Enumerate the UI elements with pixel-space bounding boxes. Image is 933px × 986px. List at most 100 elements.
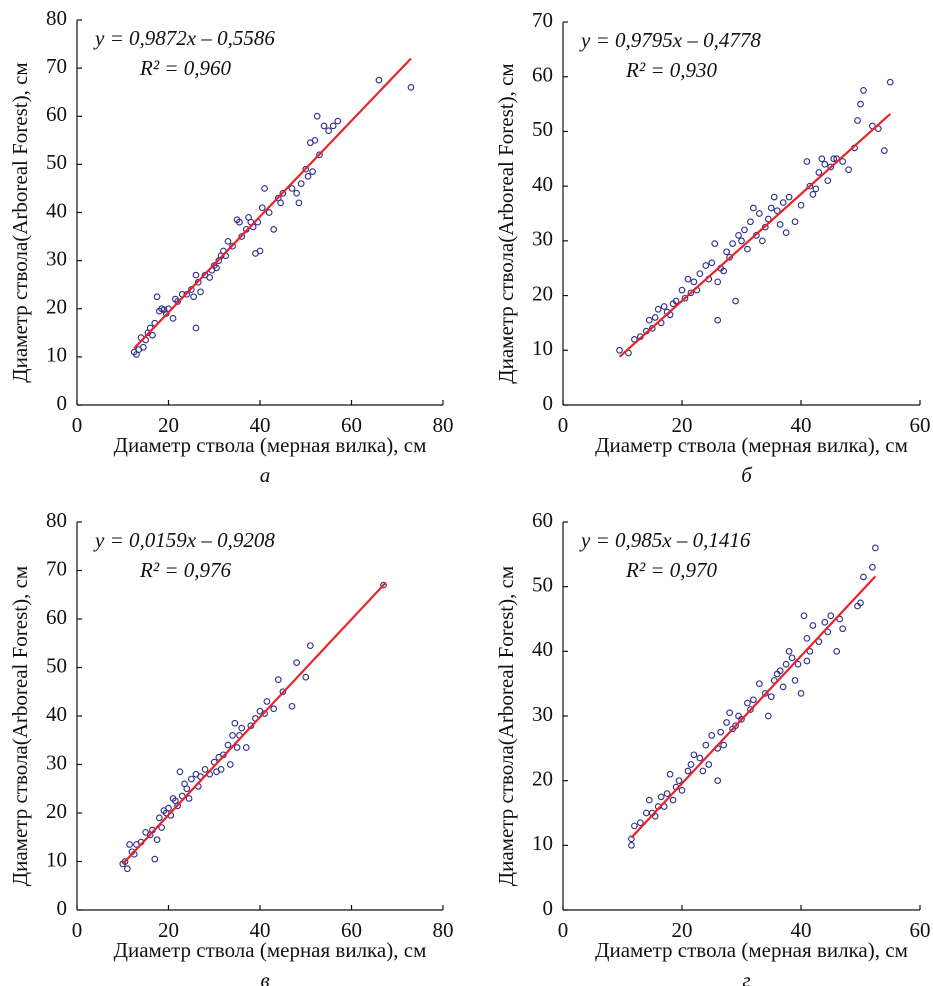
- scatter-point: [741, 226, 748, 234]
- r-squared: R² = 0,970: [625, 558, 718, 582]
- scatter-point: [238, 724, 246, 732]
- scatter-point: [702, 741, 710, 749]
- scatter-point: [809, 191, 817, 198]
- scatter-point: [714, 777, 722, 785]
- panel-label: г: [742, 968, 750, 986]
- y-tick-label: 40: [46, 702, 67, 726]
- x-tick-label: 0: [72, 918, 83, 942]
- scatter-point: [226, 761, 234, 768]
- scatter-point: [711, 240, 719, 247]
- scatter-point: [708, 259, 716, 267]
- scatter-point: [755, 680, 763, 688]
- scatter-point: [616, 346, 623, 354]
- scatter-point: [880, 147, 888, 154]
- scatter-point: [642, 809, 650, 817]
- scatter-point: [217, 765, 225, 773]
- scatter-point: [773, 207, 781, 215]
- scatter-point: [188, 286, 195, 293]
- scatter-point: [750, 696, 757, 704]
- scatter-point: [797, 201, 805, 209]
- x-tick-label: 40: [791, 918, 812, 942]
- scatter-point: [729, 240, 736, 247]
- y-axis-label: Диаметр ствола(Arboreal Forest), см: [494, 63, 518, 383]
- y-tick-label: 30: [46, 246, 67, 270]
- scatter-point: [675, 777, 683, 785]
- equation: y = 0,0159x – 0,9208: [93, 528, 275, 552]
- panel-label: а: [260, 463, 271, 487]
- scatter-point: [165, 804, 172, 812]
- y-axis-label: Диаметр ствола(Arboreal Forest), см: [494, 566, 518, 886]
- y-tick-label: 60: [46, 605, 67, 629]
- scatter-point: [779, 683, 787, 691]
- scatter-point: [183, 290, 191, 298]
- y-tick-label: 10: [46, 847, 67, 871]
- scatter-point: [311, 136, 319, 144]
- scatter-point: [872, 544, 879, 552]
- scatter-point: [121, 858, 129, 865]
- scatter-point: [764, 215, 772, 223]
- scatter-point: [785, 193, 793, 201]
- scatter-point: [699, 767, 707, 775]
- scatter-point: [334, 117, 342, 125]
- scatter-point: [201, 765, 209, 773]
- scatter-point: [809, 622, 817, 629]
- scatter-point: [857, 100, 864, 108]
- y-tick-label: 30: [532, 227, 553, 251]
- panel-label: б: [741, 463, 753, 487]
- scatter-point: [375, 76, 383, 84]
- x-tick-label: 60: [341, 918, 362, 942]
- scatter-point: [242, 744, 250, 751]
- scatter-point: [747, 218, 754, 226]
- scatter-point: [265, 209, 273, 216]
- y-tick-label: 20: [46, 799, 67, 823]
- x-tick-label: 0: [558, 918, 569, 942]
- y-tick-label: 60: [46, 102, 67, 126]
- y-axis-label: Диаметр ствола(Arboreal Forest), см: [8, 62, 32, 382]
- y-tick-label: 0: [57, 391, 68, 415]
- scatter-point: [857, 599, 864, 607]
- x-axis-label: Диаметр ствола (мерная вилка), см: [595, 938, 908, 962]
- x-axis-label: Диаметр ствола (мерная вилка), см: [114, 938, 427, 962]
- y-tick-label: 70: [532, 8, 553, 32]
- scatter-point: [270, 705, 278, 713]
- panel-label: в: [260, 968, 269, 986]
- scatter-point: [231, 719, 239, 727]
- y-tick-label: 20: [46, 295, 67, 319]
- scatter-point: [886, 78, 894, 86]
- x-tick-label: 0: [558, 413, 569, 437]
- y-tick-label: 70: [46, 556, 67, 580]
- x-tick-label: 40: [250, 918, 271, 942]
- scatter-point: [213, 264, 220, 272]
- scatter-point: [747, 706, 754, 713]
- scatter-point: [188, 775, 195, 783]
- scatter-point: [224, 741, 232, 749]
- scatter-point: [320, 122, 328, 130]
- scatter-point: [684, 767, 692, 775]
- scatter-point: [761, 690, 769, 697]
- scatter-point: [860, 87, 867, 94]
- scatter-point: [717, 728, 725, 736]
- scatter-point: [197, 288, 204, 296]
- scatter-point: [309, 168, 316, 175]
- scatter-point: [169, 315, 177, 322]
- scatter-point: [176, 768, 184, 776]
- scatter-point: [663, 790, 671, 797]
- scatter-point: [735, 232, 742, 239]
- scatter-point: [818, 155, 826, 163]
- scatter-point: [279, 688, 287, 696]
- scatter-point: [696, 754, 704, 762]
- scatter-point: [316, 151, 323, 159]
- scatter-point: [726, 253, 733, 261]
- scatter-point: [153, 836, 161, 844]
- scatter-point: [233, 744, 241, 751]
- scatter-point: [776, 221, 784, 228]
- scatter-point: [263, 698, 271, 705]
- y-tick-label: 50: [532, 117, 553, 141]
- scatter-point: [839, 158, 847, 165]
- r-squared: R² = 0,960: [139, 56, 232, 80]
- equation: y = 0,9795x – 0,4778: [579, 28, 761, 52]
- scatter-point: [764, 712, 772, 720]
- scatter-point: [785, 647, 793, 655]
- scatter-point: [806, 182, 814, 190]
